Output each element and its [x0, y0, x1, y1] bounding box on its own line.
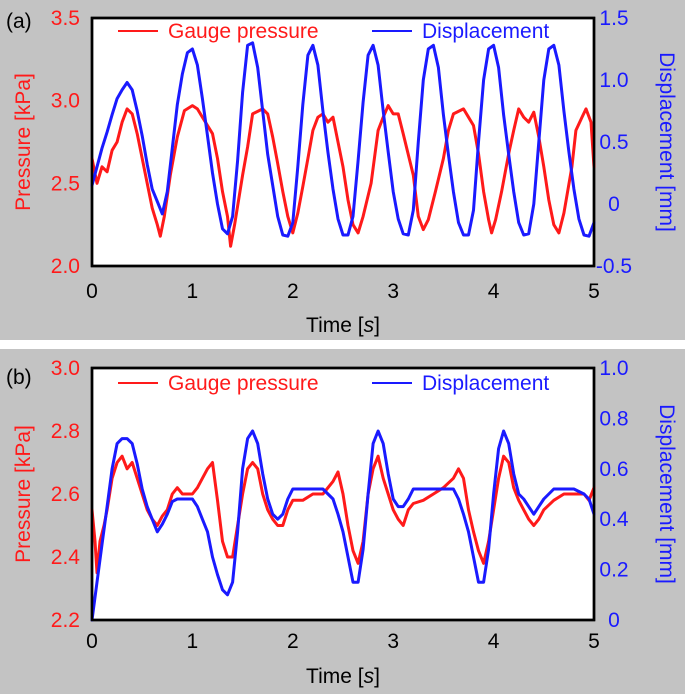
- panel-label-a: (a): [6, 10, 32, 33]
- legend-label-displacement-b: Displacement: [422, 372, 549, 395]
- x-tick-label-a: 4: [488, 280, 500, 303]
- y-left-tick-label-b: 2.6: [51, 483, 80, 506]
- x-tick-label-a: 1: [187, 280, 199, 303]
- y-axis-title-left-a: Pressure [kPa]: [12, 73, 35, 211]
- plot-border-b: [90, 366, 596, 622]
- y-left-tick-label-a: 2.5: [51, 172, 80, 195]
- series-displacement-line-a: [90, 41, 596, 238]
- y-left-tick-label-b: 2.8: [51, 420, 80, 443]
- y-axis-title-right-b: Displacement [mm]: [655, 404, 678, 584]
- x-axis-title-b: Time [s]: [306, 665, 380, 688]
- x-tick-label-b: 3: [387, 630, 399, 653]
- y-right-tick-label-b: 0.4: [599, 508, 629, 531]
- panel-b: 0 1 2 3 4 5 2.2 2.4 2.6 2.8 3.0 0 0.2 0.4 0.6 0.8 1.0 Tim…: [0, 349, 685, 694]
- y-left-tick-label-b: 2.4: [51, 546, 81, 569]
- y-left-tick-label-b: 2.2: [51, 609, 80, 632]
- y-right-tick-label-a: -0.5: [596, 255, 632, 278]
- plot-border-a: [90, 16, 596, 268]
- x-axis-title-a: Time [s]: [306, 314, 380, 337]
- legend-label-displacement-a: Displacement: [422, 20, 549, 43]
- y-right-tick-label-a: 1.0: [599, 69, 628, 92]
- y-right-tick-label-a: 0.5: [599, 131, 628, 154]
- y-axis-title-right-a: Displacement [mm]: [655, 52, 678, 232]
- y-right-tick-label-b: 0.6: [599, 458, 628, 481]
- legend-label-pressure-b: Gauge pressure: [168, 372, 319, 395]
- x-tick-label-a: 0: [86, 280, 98, 303]
- y-right-tick-label-a: 0: [608, 193, 620, 216]
- x-tick-label-a: 5: [588, 280, 600, 303]
- x-tick-label-b: 2: [287, 630, 299, 653]
- panel-a: 0 1 2 3 4 5 2.0 2.5 3.0 3.5 -0.5 0 0.5 1.0 1.5 Time [s]…: [0, 0, 685, 340]
- y-right-tick-label-b: 0.2: [599, 559, 628, 582]
- y-axis-title-left-b: Pressure [kPa]: [12, 425, 35, 563]
- x-tick-label-a: 3: [387, 280, 399, 303]
- x-tick-label-b: 0: [86, 630, 98, 653]
- x-tick-label-b: 5: [588, 630, 600, 653]
- y-right-tick-label-b: 0.8: [599, 407, 628, 430]
- plot-area-a: [90, 16, 596, 268]
- y-right-tick-label-b: 0: [608, 609, 620, 632]
- series-pressure-line-b: [90, 454, 596, 575]
- y-right-tick-label-b: 1.0: [599, 357, 628, 380]
- x-tick-label-a: 2: [287, 280, 299, 303]
- x-tick-label-b: 4: [488, 630, 500, 653]
- legend-label-pressure-a: Gauge pressure: [168, 20, 319, 43]
- y-left-tick-label-a: 3.5: [51, 7, 80, 30]
- y-left-tick-label-a: 2.0: [51, 255, 80, 278]
- y-left-tick-label-a: 3.0: [51, 90, 80, 113]
- x-tick-label-b: 1: [187, 630, 199, 653]
- y-left-tick-label-b: 3.0: [51, 357, 80, 380]
- panel-label-b: (b): [6, 366, 32, 389]
- series-displacement-line-b: [90, 429, 596, 622]
- y-right-tick-label-a: 1.5: [599, 7, 628, 30]
